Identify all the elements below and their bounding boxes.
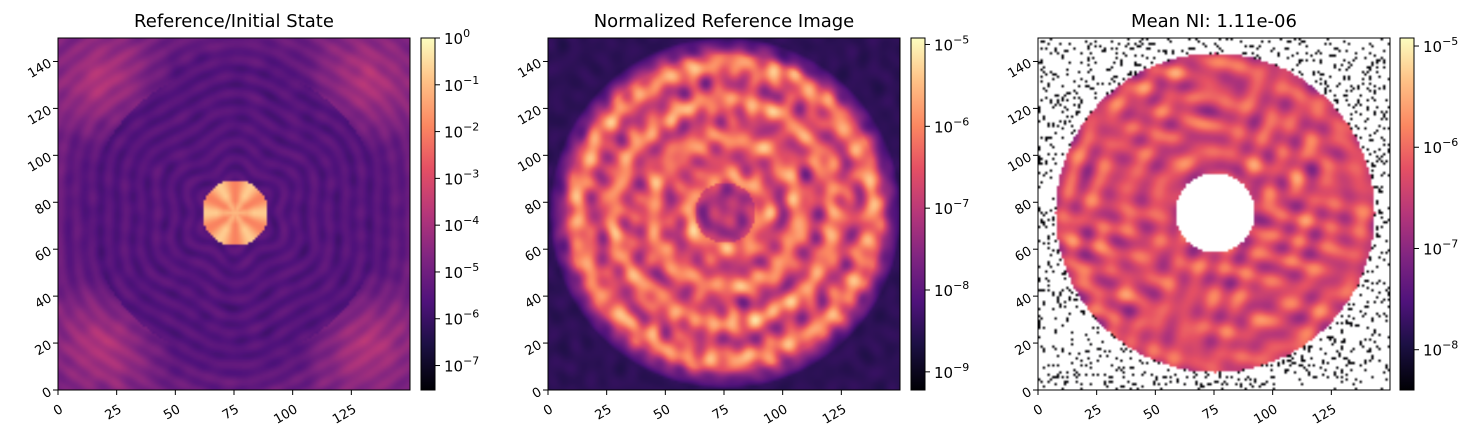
x-tick-label: 75 xyxy=(1200,402,1222,423)
x-tick-label: 50 xyxy=(651,402,673,423)
y-tick-label: 120 xyxy=(515,103,544,128)
y-tick-label: 80 xyxy=(33,197,55,218)
x-tick-label: 125 xyxy=(330,402,359,427)
y-tick-label: 0 xyxy=(40,385,55,402)
y-tick-label: 0 xyxy=(530,385,545,402)
panel-2-colorbar-ticks: 10−9 10−8 10−7 10−6 10−5 xyxy=(925,33,969,382)
colorbar-tick-label: 10−9 xyxy=(934,361,969,382)
y-tick-label: 120 xyxy=(25,103,54,128)
colorbar-tick-label: 10−8 xyxy=(1423,339,1458,360)
panel-3-colorbar-ticks: 10−8 10−7 10−6 10−5 xyxy=(1414,35,1458,360)
x-tick-label: 0 xyxy=(51,402,66,419)
p1-heatmap-raster xyxy=(58,38,410,390)
panel-1-colorbar xyxy=(421,38,435,390)
panel-1: Reference/Initial State 0 25 50 75 100 125 0 2… xyxy=(25,11,479,428)
x-tick-label: 125 xyxy=(1310,402,1339,427)
p3-heatmap-raster xyxy=(1038,38,1390,390)
panel-3-image xyxy=(1038,38,1390,390)
y-tick-label: 100 xyxy=(1005,150,1034,175)
x-tick-label: 50 xyxy=(1141,402,1163,423)
x-tick-label: 0 xyxy=(1031,402,1046,419)
panel-1-x-ticks: 0 25 50 75 100 125 xyxy=(51,390,359,428)
y-tick-label: 40 xyxy=(33,291,55,312)
panel-2: Normalized Reference Image 0 25 50 75 100 125… xyxy=(515,11,969,428)
panel-1-title: Reference/Initial State xyxy=(134,11,334,32)
x-tick-label: 25 xyxy=(103,402,125,423)
x-tick-label: 25 xyxy=(1083,402,1105,423)
panel-2-y-ticks: 0 20 40 60 80 100 120 140 xyxy=(515,56,548,402)
y-tick-label: 100 xyxy=(25,150,54,175)
colorbar-tick-label: 10−5 xyxy=(934,33,969,54)
y-tick-label: 0 xyxy=(1020,385,1035,402)
x-tick-label: 75 xyxy=(220,402,242,423)
y-tick-label: 20 xyxy=(523,338,545,359)
p2-heatmap-raster xyxy=(548,38,900,390)
panel-3-y-ticks: 0 20 40 60 80 100 120 140 xyxy=(1005,56,1038,402)
y-tick-label: 80 xyxy=(523,197,545,218)
colorbar-tick-label: 10−7 xyxy=(444,355,479,376)
panel-1-colorbar-ticks: 10−7 10−6 10−5 10−4 10−3 10−2 10−1 100 xyxy=(435,27,479,376)
panel-1-image xyxy=(58,38,410,390)
y-tick-label: 60 xyxy=(523,244,545,265)
y-tick-label: 40 xyxy=(1013,291,1035,312)
colorbar-tick-label: 10−6 xyxy=(1423,136,1458,157)
colorbar-tick-label: 10−6 xyxy=(444,308,479,329)
colorbar-tick-label: 10−7 xyxy=(1423,237,1458,258)
x-tick-label: 75 xyxy=(710,402,732,423)
panel-3: Mean NI: 1.11e-06 0 25 50 75 100 125 0 20 40 60 8… xyxy=(1005,11,1458,428)
colorbar-tick-label: 10−7 xyxy=(934,197,969,218)
panel-3-title: Mean NI: 1.11e-06 xyxy=(1131,11,1297,32)
x-tick-label: 50 xyxy=(161,402,183,423)
colorbar-tick-label: 10−2 xyxy=(444,121,479,142)
y-tick-label: 40 xyxy=(523,291,545,312)
colorbar-tick-label: 10−4 xyxy=(444,214,479,235)
y-tick-label: 20 xyxy=(1013,338,1035,359)
panel-2-x-ticks: 0 25 50 75 100 125 xyxy=(541,390,849,428)
colorbar-tick-label: 10−5 xyxy=(444,261,479,282)
y-tick-label: 140 xyxy=(515,56,544,81)
x-tick-label: 100 xyxy=(761,402,790,427)
panel-1-y-ticks: 0 20 40 60 80 100 120 140 xyxy=(25,56,58,402)
x-tick-label: 100 xyxy=(1251,402,1280,427)
x-tick-label: 125 xyxy=(820,402,849,427)
colorbar-tick-label: 10−3 xyxy=(444,167,479,188)
y-tick-label: 120 xyxy=(1005,103,1034,128)
colorbar-tick-label: 100 xyxy=(444,27,470,48)
panel-2-colorbar xyxy=(911,38,925,390)
y-tick-label: 140 xyxy=(25,56,54,81)
colorbar-tick-label: 10−6 xyxy=(934,115,969,136)
y-tick-label: 80 xyxy=(1013,197,1035,218)
colorbar-tick-label: 10−1 xyxy=(444,74,479,95)
y-tick-label: 100 xyxy=(515,150,544,175)
panel-2-image xyxy=(548,38,900,390)
x-tick-label: 25 xyxy=(593,402,615,423)
x-tick-label: 100 xyxy=(271,402,300,427)
y-tick-label: 60 xyxy=(33,244,55,265)
y-tick-label: 60 xyxy=(1013,244,1035,265)
panel-3-colorbar xyxy=(1400,38,1414,390)
colorbar-tick-label: 10−5 xyxy=(1423,35,1458,56)
panel-3-x-ticks: 0 25 50 75 100 125 xyxy=(1031,390,1339,428)
colorbar-tick-label: 10−8 xyxy=(934,279,969,300)
y-tick-label: 20 xyxy=(33,338,55,359)
y-tick-label: 140 xyxy=(1005,56,1034,81)
panel-2-title: Normalized Reference Image xyxy=(594,11,855,32)
x-tick-label: 0 xyxy=(541,402,556,419)
